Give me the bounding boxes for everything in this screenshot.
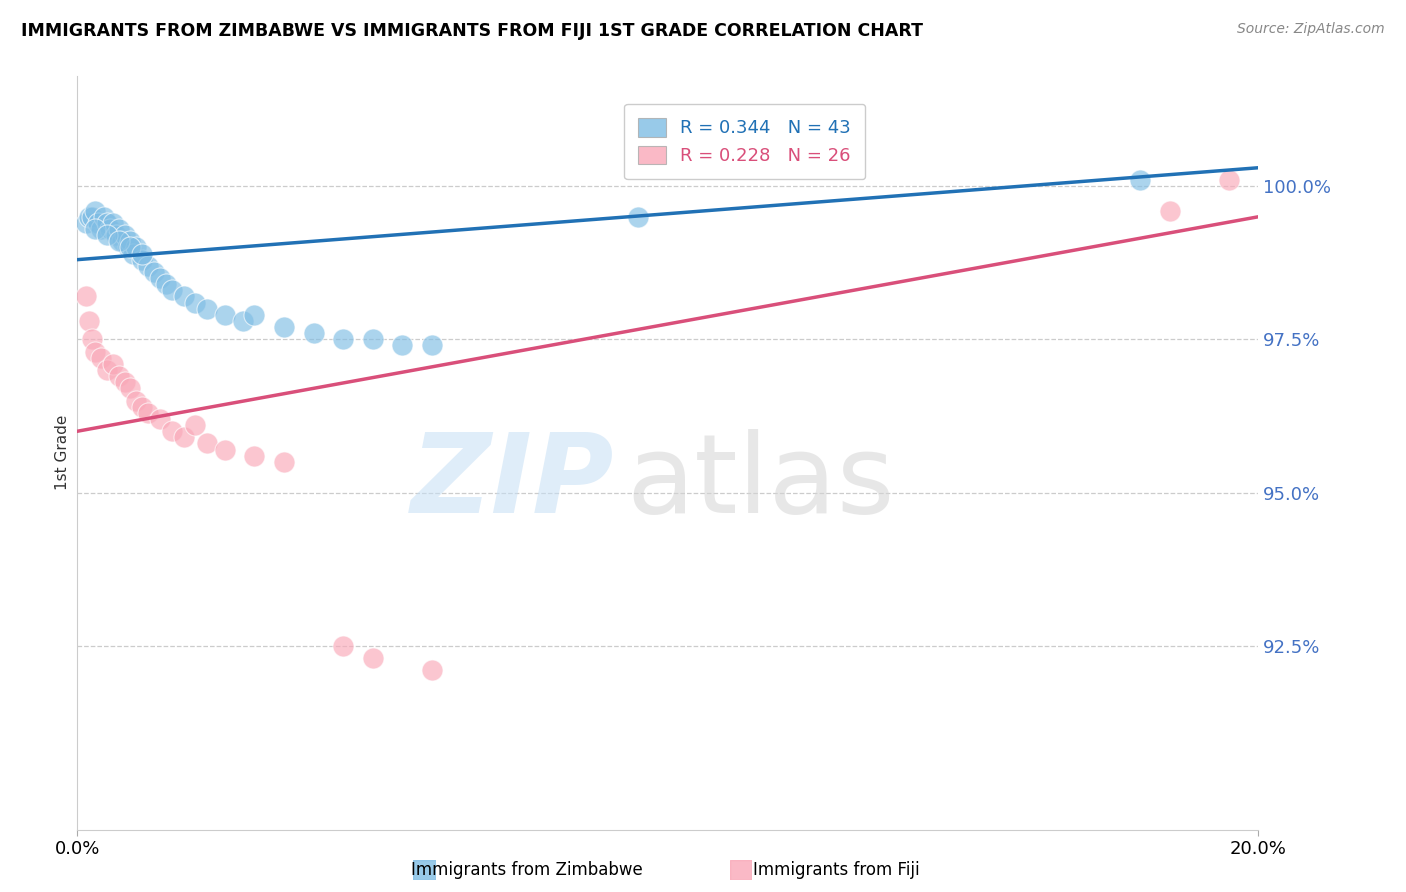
Point [136, 406, 159, 420]
Point [96, 363, 118, 377]
Text: Source: ZipAtlas.com: Source: ZipAtlas.com [1237, 22, 1385, 37]
Point [302, 326, 325, 341]
Point [90, 222, 112, 236]
Point [273, 455, 295, 469]
Point [155, 277, 177, 292]
Point [120, 240, 142, 254]
Point [149, 412, 172, 426]
Point [75, 289, 97, 303]
Point [111, 234, 132, 248]
Point [273, 320, 295, 334]
Point [101, 216, 124, 230]
Point [107, 369, 129, 384]
Point [184, 418, 207, 433]
Point [420, 663, 443, 677]
Point [114, 228, 136, 243]
Point [131, 252, 153, 267]
Point [77, 210, 100, 224]
Point [391, 338, 413, 352]
Point [143, 265, 166, 279]
Point [101, 357, 124, 371]
Point [114, 375, 136, 389]
Point [195, 436, 218, 450]
Point [173, 289, 195, 303]
Point [332, 639, 354, 653]
Point [1218, 173, 1240, 187]
Point [87, 216, 110, 230]
Point [98, 222, 121, 236]
Point [361, 332, 384, 346]
Point [122, 246, 145, 260]
Point [1129, 173, 1152, 187]
Point [93, 210, 115, 224]
Point [332, 332, 354, 346]
Point [173, 430, 195, 444]
Text: Immigrants from Zimbabwe: Immigrants from Zimbabwe [412, 861, 643, 879]
Point [82, 332, 104, 346]
Point [117, 240, 139, 254]
Point [136, 259, 159, 273]
Y-axis label: 1st Grade: 1st Grade [55, 415, 70, 491]
Text: Immigrants from Fiji: Immigrants from Fiji [754, 861, 920, 879]
Point [107, 234, 129, 248]
Point [120, 234, 142, 248]
Point [125, 393, 148, 408]
Point [361, 651, 384, 665]
Point [195, 301, 218, 316]
Point [232, 314, 254, 328]
Text: ZIP: ZIP [411, 429, 614, 536]
Point [243, 449, 266, 463]
Point [96, 228, 118, 243]
Point [420, 338, 443, 352]
Point [125, 240, 148, 254]
Point [107, 222, 129, 236]
Point [77, 314, 100, 328]
Point [75, 216, 97, 230]
Point [82, 210, 104, 224]
Point [214, 442, 236, 457]
Point [90, 351, 112, 365]
Point [96, 216, 118, 230]
Point [131, 246, 153, 260]
Point [160, 283, 183, 297]
Point [214, 308, 236, 322]
Point [149, 271, 172, 285]
Point [104, 228, 127, 243]
Text: IMMIGRANTS FROM ZIMBABWE VS IMMIGRANTS FROM FIJI 1ST GRADE CORRELATION CHART: IMMIGRANTS FROM ZIMBABWE VS IMMIGRANTS F… [21, 22, 924, 40]
Point [184, 295, 207, 310]
Point [84, 344, 107, 359]
Legend: R = 0.344   N = 43, R = 0.228   N = 26: R = 0.344 N = 43, R = 0.228 N = 26 [624, 103, 865, 179]
Point [120, 381, 142, 395]
Point [627, 210, 650, 224]
Point [84, 222, 107, 236]
Text: atlas: atlas [627, 429, 896, 536]
Point [160, 424, 183, 438]
Point [131, 400, 153, 414]
Point [84, 203, 107, 218]
Point [243, 308, 266, 322]
Point [1159, 203, 1181, 218]
